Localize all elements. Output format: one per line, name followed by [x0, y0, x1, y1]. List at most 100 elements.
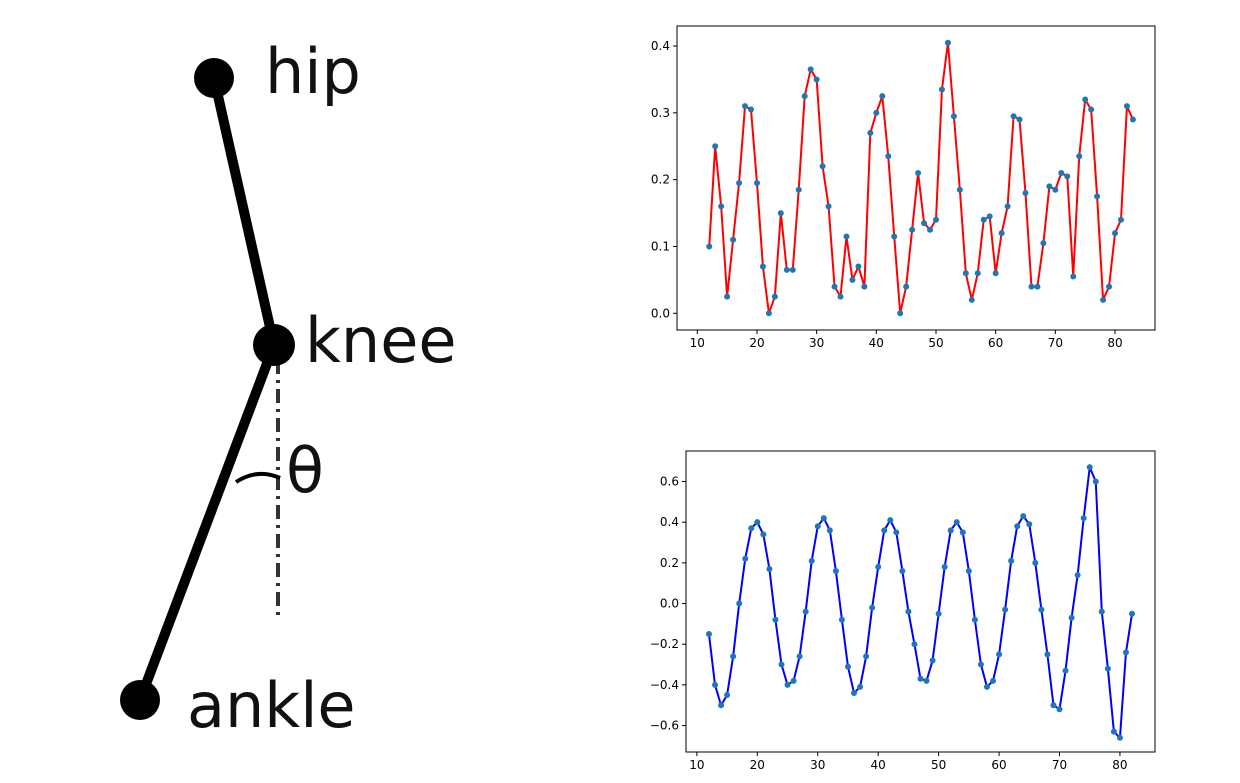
ankle-joint	[120, 680, 160, 720]
data-point	[705, 631, 712, 638]
y-tick-label: −0.6	[650, 719, 679, 733]
y-tick-label: 0.4	[651, 39, 670, 53]
data-point	[1122, 649, 1129, 656]
data-point	[1058, 169, 1065, 176]
data-point	[807, 66, 814, 73]
data-point	[935, 610, 942, 617]
data-point	[724, 692, 731, 699]
data-point	[1010, 113, 1017, 120]
data-point	[771, 293, 778, 300]
data-point	[903, 283, 910, 290]
data-point	[1022, 190, 1029, 197]
data-point	[1056, 706, 1063, 713]
data-point	[899, 567, 906, 574]
data-point	[863, 653, 870, 660]
x-tick-label: 50	[928, 336, 943, 350]
data-point	[1034, 283, 1041, 290]
data-point	[879, 93, 886, 100]
data-point	[808, 557, 815, 564]
x-tick-label: 60	[991, 758, 1006, 772]
data-point	[983, 683, 990, 690]
data-point	[980, 216, 987, 223]
x-tick-label: 60	[988, 336, 1003, 350]
data-point	[1094, 193, 1101, 200]
data-point	[1098, 608, 1105, 615]
data-point	[706, 243, 713, 250]
x-tick-label: 80	[1107, 336, 1122, 350]
y-tick-label: 0.0	[660, 597, 679, 611]
data-point	[1080, 515, 1087, 522]
x-tick-label: 80	[1112, 758, 1127, 772]
data-point	[736, 180, 743, 187]
data-point	[712, 143, 719, 150]
data-line	[707, 463, 1134, 741]
data-point	[772, 616, 779, 623]
data-point	[843, 233, 850, 240]
data-point	[1002, 606, 1009, 613]
data-point	[1038, 606, 1045, 613]
angle-arc	[234, 471, 281, 484]
data-point	[861, 283, 868, 290]
data-point	[736, 600, 743, 607]
data-point	[897, 310, 904, 317]
data-point	[1086, 464, 1093, 471]
data-point	[747, 106, 754, 113]
data-point	[1008, 557, 1015, 564]
data-point	[977, 661, 984, 668]
data-point	[927, 226, 934, 233]
data-point	[778, 661, 785, 668]
ankle-label: ankle	[187, 669, 356, 742]
data-point	[801, 93, 808, 100]
data-point	[754, 519, 761, 526]
data-point	[891, 233, 898, 240]
data-point	[1110, 728, 1117, 735]
data-point	[921, 220, 928, 227]
data-point	[857, 683, 864, 690]
data-point	[947, 527, 954, 534]
y-tick-label: 0.6	[660, 475, 679, 489]
data-point	[869, 604, 876, 611]
data-point	[712, 681, 719, 688]
data-point	[766, 565, 773, 572]
y-tick-label: 0.0	[651, 306, 670, 320]
data-point	[1014, 523, 1021, 530]
data-point	[1062, 667, 1069, 674]
data-point	[1052, 186, 1059, 193]
y-tick-label: 0.4	[660, 515, 679, 529]
data-point	[784, 681, 791, 688]
data-point	[832, 567, 839, 574]
data-point	[887, 517, 894, 524]
thigh	[209, 76, 279, 347]
data-point	[875, 563, 882, 570]
data-point	[917, 675, 924, 682]
data-point	[909, 226, 916, 233]
data-point	[777, 210, 784, 217]
data-point	[814, 523, 821, 530]
data-point	[730, 653, 737, 660]
data-point	[1104, 665, 1111, 672]
x-tick-label: 40	[869, 336, 884, 350]
data-point	[759, 263, 766, 270]
data-point	[990, 677, 997, 684]
data-point	[1074, 572, 1081, 579]
data-point	[950, 113, 957, 120]
data-point	[838, 616, 845, 623]
data-point	[1106, 283, 1113, 290]
data-point	[1028, 283, 1035, 290]
data-point	[831, 283, 838, 290]
data-point	[1044, 651, 1051, 658]
data-point	[1016, 116, 1023, 123]
data-point	[1064, 173, 1071, 180]
plot-frame	[676, 25, 1156, 331]
y-tick-label: 0.2	[651, 173, 670, 187]
y-tick-label: 0.3	[651, 106, 670, 120]
x-tick-label: 10	[689, 758, 704, 772]
knee-label: knee	[305, 304, 457, 377]
data-point	[998, 230, 1005, 237]
data-point	[819, 163, 826, 170]
data-point	[760, 531, 767, 538]
x-tick-label: 40	[871, 758, 886, 772]
data-point	[765, 310, 772, 317]
data-point	[986, 213, 993, 220]
data-point	[790, 677, 797, 684]
